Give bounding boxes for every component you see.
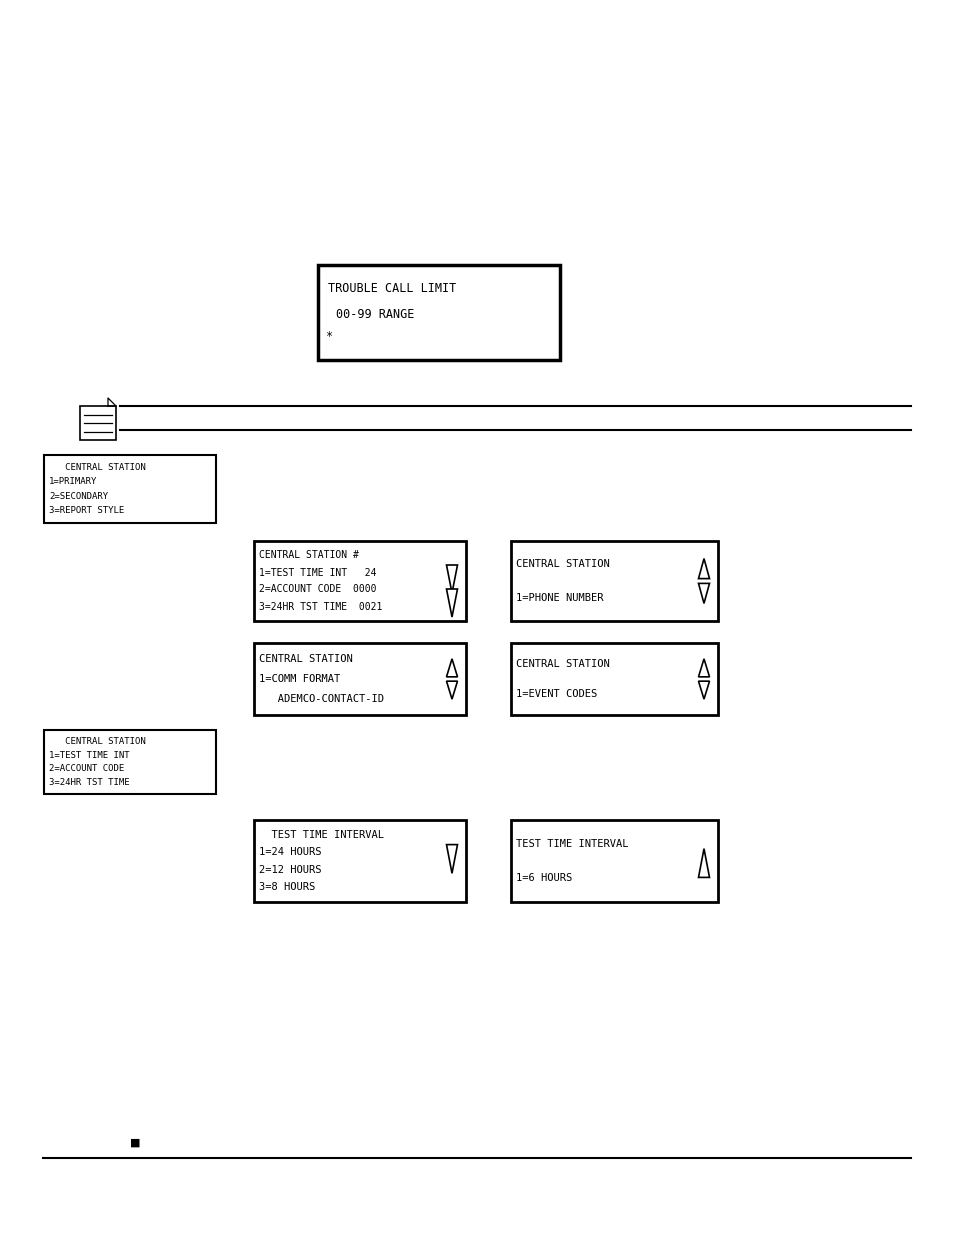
Text: 1=TEST TIME INT: 1=TEST TIME INT [49,751,130,760]
Text: CENTRAL STATION: CENTRAL STATION [49,463,146,472]
Bar [44,730,215,794]
Bar [511,643,718,715]
Bar [253,643,465,715]
Text: 1=PHONE NUMBER: 1=PHONE NUMBER [516,593,603,603]
Text: 2=12 HOURS: 2=12 HOURS [258,864,321,874]
Bar [253,820,465,902]
Bar [44,454,215,522]
Text: 3=8 HOURS: 3=8 HOURS [258,882,314,892]
Text: 1=24 HOURS: 1=24 HOURS [258,847,321,857]
Text: CENTRAL STATION: CENTRAL STATION [258,653,353,663]
Polygon shape [698,558,709,579]
Polygon shape [698,658,709,677]
Polygon shape [698,682,709,699]
Text: 1=PRIMARY: 1=PRIMARY [49,477,97,487]
Bar [511,541,718,621]
Text: CENTRAL STATION: CENTRAL STATION [516,658,609,668]
Text: ■: ■ [130,1137,140,1149]
Polygon shape [446,564,457,593]
Polygon shape [698,848,709,877]
Polygon shape [446,845,457,873]
Text: 1=EVENT CODES: 1=EVENT CODES [516,689,597,699]
Text: 3=REPORT STYLE: 3=REPORT STYLE [49,506,124,515]
Bar [80,406,116,440]
Text: CENTRAL STATION: CENTRAL STATION [49,737,146,746]
Text: TEST TIME INTERVAL: TEST TIME INTERVAL [258,830,384,840]
Text: TROUBLE CALL LIMIT: TROUBLE CALL LIMIT [328,282,456,295]
Text: 00-99 RANGE: 00-99 RANGE [335,308,414,321]
Text: ADEMCO-CONTACT-ID: ADEMCO-CONTACT-ID [258,694,384,704]
Text: *: * [326,330,333,343]
Polygon shape [446,658,457,677]
Text: CENTRAL STATION #: CENTRAL STATION # [258,551,358,561]
Text: 1=6 HOURS: 1=6 HOURS [516,873,572,883]
Bar [317,266,559,359]
Polygon shape [446,682,457,699]
Polygon shape [698,583,709,604]
Text: 2=ACCOUNT CODE  0000: 2=ACCOUNT CODE 0000 [258,584,376,594]
Text: CENTRAL STATION: CENTRAL STATION [516,559,609,569]
Bar [253,541,465,621]
Text: 2=SECONDARY: 2=SECONDARY [49,492,108,500]
Bar [511,820,718,902]
Text: 3=24HR TST TIME: 3=24HR TST TIME [49,778,130,787]
Text: TEST TIME INTERVAL: TEST TIME INTERVAL [516,839,628,848]
Text: 1=COMM FORMAT: 1=COMM FORMAT [258,674,340,684]
Text: 3=24HR TST TIME  0021: 3=24HR TST TIME 0021 [258,601,382,611]
Text: 1=TEST TIME INT   24: 1=TEST TIME INT 24 [258,568,376,578]
Text: 2=ACCOUNT CODE: 2=ACCOUNT CODE [49,764,124,773]
Polygon shape [446,589,457,618]
